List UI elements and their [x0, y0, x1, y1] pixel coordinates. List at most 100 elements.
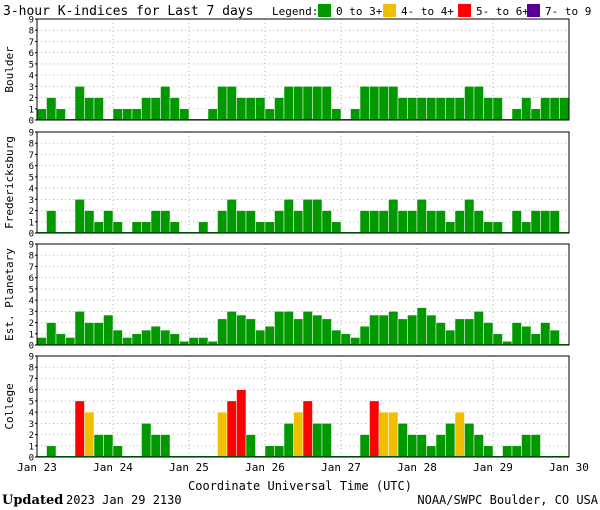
- bar: [521, 97, 532, 121]
- bar: [473, 311, 484, 346]
- y-tick-label: 4: [29, 409, 34, 419]
- bar: [112, 108, 123, 121]
- y-tick-label: 1: [29, 330, 34, 340]
- bar: [160, 210, 171, 234]
- y-tick-label: 5: [29, 60, 34, 70]
- bar: [302, 86, 313, 121]
- bar: [302, 311, 313, 346]
- legend-swatch-3: [527, 4, 540, 17]
- bar: [445, 329, 456, 346]
- y-tick-label: 4: [29, 72, 34, 82]
- bar: [302, 199, 313, 234]
- bar: [397, 97, 408, 121]
- bar: [321, 318, 332, 346]
- bar: [521, 434, 532, 458]
- bar: [141, 221, 152, 234]
- legend-item-2: 5- to 6+: [476, 5, 529, 18]
- y-tick-label: 0: [29, 342, 34, 352]
- bar: [245, 210, 256, 234]
- panel-label: Fredericksburg: [3, 136, 16, 229]
- bar: [369, 86, 380, 121]
- panel-label: College: [3, 383, 16, 429]
- y-tick-label: 1: [29, 218, 34, 228]
- bar: [397, 423, 408, 458]
- panel-frame: [36, 18, 570, 121]
- y-tick-label: 7: [29, 38, 34, 48]
- y-tick-label: 7: [29, 375, 34, 385]
- bar: [46, 322, 57, 346]
- bar: [274, 97, 285, 121]
- bar: [540, 97, 551, 121]
- bar: [454, 411, 465, 458]
- bar: [55, 333, 66, 346]
- bar: [122, 337, 133, 346]
- bar: [426, 314, 437, 346]
- bar: [416, 307, 427, 346]
- panel-frame: [36, 243, 570, 346]
- bar: [179, 108, 190, 121]
- bar: [217, 86, 228, 121]
- y-tick-label: 8: [29, 140, 34, 150]
- bar: [321, 423, 332, 458]
- bar: [340, 333, 351, 346]
- bar: [283, 86, 294, 121]
- bar: [435, 434, 446, 458]
- x-tick-label: Jan 28: [397, 461, 437, 474]
- bar: [445, 97, 456, 121]
- bar: [388, 411, 399, 458]
- bar: [511, 108, 522, 121]
- bar: [131, 333, 142, 346]
- bar: [74, 86, 85, 121]
- legend: Legend: 0 to 3+ 4- to 4+ 5- to 6+ 7- to …: [272, 4, 591, 18]
- y-tick-label: 2: [29, 207, 34, 217]
- bar: [445, 221, 456, 234]
- bar: [312, 86, 323, 121]
- bar: [141, 329, 152, 346]
- bar: [359, 326, 370, 346]
- bar: [435, 322, 446, 346]
- bar: [559, 97, 570, 121]
- bar: [473, 86, 484, 121]
- y-tick-label: 8: [29, 364, 34, 374]
- bar: [131, 108, 142, 121]
- bar: [217, 318, 228, 346]
- bar: [331, 221, 342, 234]
- bar: [454, 97, 465, 121]
- y-tick-label: 7: [29, 151, 34, 161]
- bar: [264, 326, 275, 346]
- bar: [473, 210, 484, 234]
- bar: [350, 337, 361, 346]
- bar: [540, 322, 551, 346]
- bar: [483, 445, 494, 458]
- bar: [492, 97, 503, 121]
- bar: [283, 423, 294, 458]
- bar: [388, 86, 399, 121]
- bar: [435, 97, 446, 121]
- bar: [169, 97, 180, 121]
- bar: [464, 423, 475, 458]
- bar: [359, 434, 370, 458]
- bar: [245, 318, 256, 346]
- bar: [93, 322, 104, 346]
- bar: [46, 210, 57, 234]
- bar: [103, 434, 114, 458]
- y-tick-label: 6: [29, 162, 34, 172]
- bar: [245, 97, 256, 121]
- y-tick-label: 9: [29, 16, 34, 26]
- bar: [397, 318, 408, 346]
- bar: [530, 210, 541, 234]
- bar: [454, 318, 465, 346]
- bar: [454, 210, 465, 234]
- y-tick-label: 4: [29, 297, 34, 307]
- bar: [169, 221, 180, 234]
- bar: [435, 210, 446, 234]
- bar: [502, 445, 513, 458]
- bar: [445, 423, 456, 458]
- bar: [378, 411, 389, 458]
- bar: [530, 108, 541, 121]
- panel-frame: [36, 355, 570, 458]
- updated-label: Updated: [2, 493, 63, 508]
